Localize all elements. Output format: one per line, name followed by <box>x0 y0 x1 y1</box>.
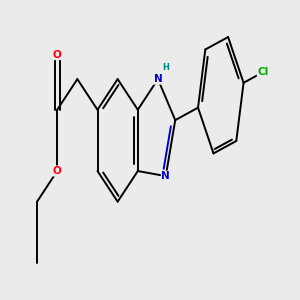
Text: H: H <box>163 63 170 72</box>
Text: N: N <box>161 171 170 181</box>
Text: O: O <box>53 50 62 60</box>
Text: O: O <box>53 166 62 176</box>
Text: Cl: Cl <box>257 67 268 77</box>
Text: N: N <box>154 74 162 84</box>
